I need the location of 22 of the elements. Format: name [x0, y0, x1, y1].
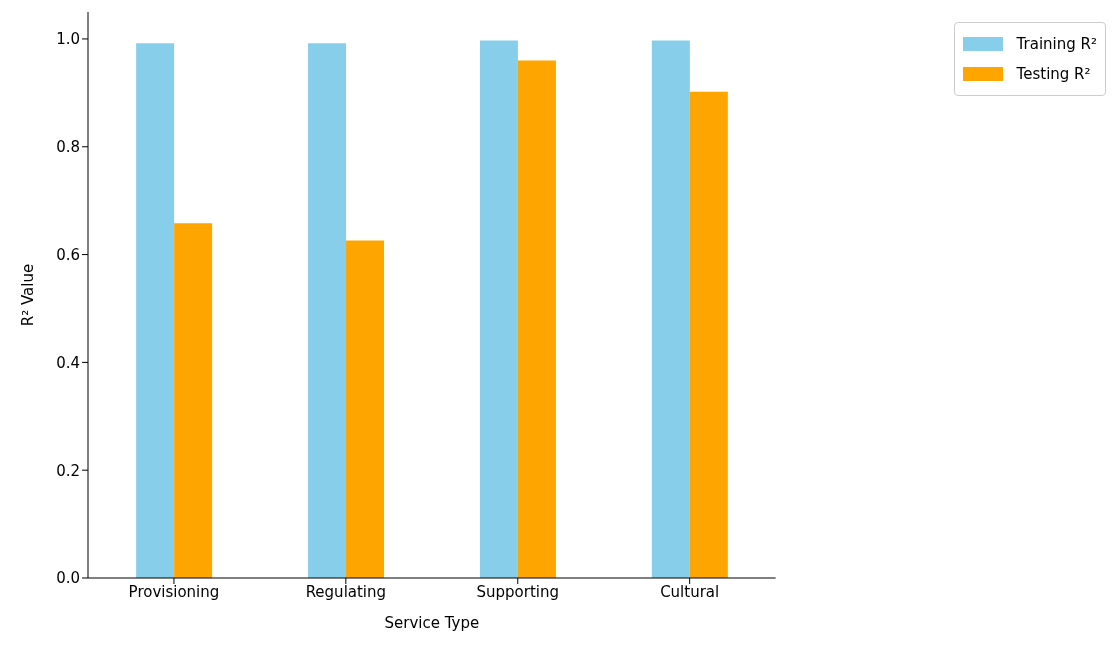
bar — [517, 60, 556, 578]
bar — [651, 40, 690, 578]
x-axis-title: Service Type — [384, 614, 480, 632]
y-tick-label: 0.4 — [56, 353, 80, 372]
bar — [346, 240, 385, 578]
y-tick-label: 0.8 — [56, 138, 80, 157]
bar — [479, 40, 518, 578]
bar — [308, 43, 347, 578]
bar — [174, 223, 213, 578]
x-tick-label: Regulating — [305, 582, 387, 601]
y-axis-title: R² Value — [19, 263, 38, 327]
y-tick-label: 0.2 — [56, 461, 80, 480]
y-tick-label: 0.0 — [56, 569, 80, 588]
bar — [689, 91, 728, 578]
x-tick-label: Supporting — [476, 582, 560, 601]
legend-label: Training R² — [1016, 34, 1097, 55]
y-tick-label: 0.6 — [56, 245, 80, 264]
bar — [136, 43, 175, 578]
x-tick-label: Provisioning — [128, 582, 220, 601]
y-tick-label: 1.0 — [56, 30, 80, 49]
x-tick-label: Cultural — [660, 582, 720, 601]
legend-label: Testing R² — [1016, 64, 1091, 85]
